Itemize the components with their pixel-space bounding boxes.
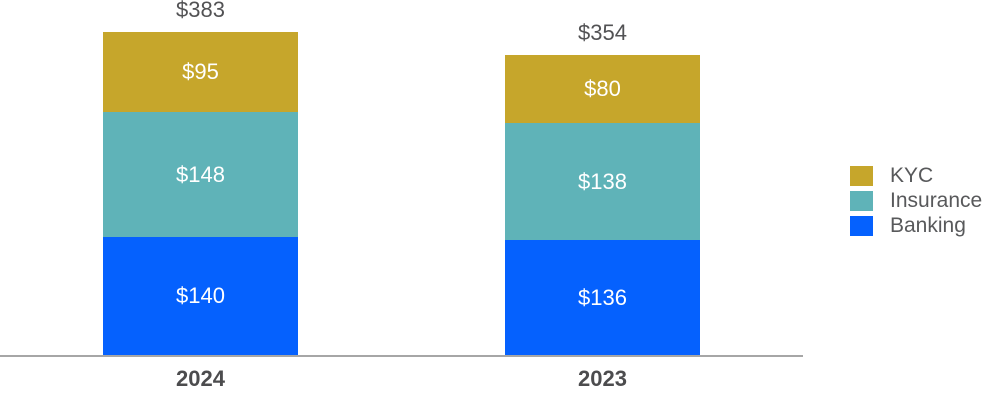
legend-item-banking: Banking (850, 214, 982, 237)
legend-label-kyc: KYC (890, 164, 934, 187)
bar-segment-insurance-2023: $138 (505, 123, 700, 240)
segment-value-label: $138 (578, 168, 627, 194)
segment-value-label: $136 (578, 284, 627, 310)
bar-segment-banking-2024: $140 (103, 237, 298, 355)
segment-value-label: $148 (176, 161, 225, 187)
legend-item-insurance: Insurance (850, 189, 983, 212)
bar-group-2024: $383 $95 $148 $140 (103, 0, 298, 355)
bar-stack-2024: $95 $148 $140 (103, 32, 298, 355)
bar-total-label-2024: $383 (176, 0, 225, 22)
legend-item-kyc: KYC (850, 164, 982, 187)
bar-segment-kyc-2023: $80 (505, 55, 700, 123)
bar-total-label-2023: $354 (578, 20, 627, 45)
chart-legend: KYC Insurance Banking (850, 164, 983, 237)
segment-value-label: $140 (176, 283, 225, 308)
legend-label-banking: Banking (890, 214, 966, 237)
legend-swatch-banking (850, 216, 873, 236)
bar-segment-banking-2023: $136 (505, 240, 700, 355)
legend-swatch-kyc (850, 166, 873, 186)
bar-group-2023: $354 $80 $138 $136 (505, 20, 700, 355)
segment-value-label: $80 (584, 76, 621, 101)
bar-stack-2023: $80 $138 $136 (505, 55, 700, 355)
legend-swatch-insurance (850, 191, 873, 211)
bar-segment-insurance-2024: $148 (103, 112, 298, 237)
legend-label-insurance: Insurance (890, 189, 983, 212)
x-axis-line (0, 355, 803, 357)
x-axis-label-2023: 2023 (578, 366, 627, 391)
bar-segment-kyc-2024: $95 (103, 32, 298, 112)
segment-value-label: $95 (182, 59, 219, 84)
x-axis-label-2024: 2024 (176, 366, 225, 391)
